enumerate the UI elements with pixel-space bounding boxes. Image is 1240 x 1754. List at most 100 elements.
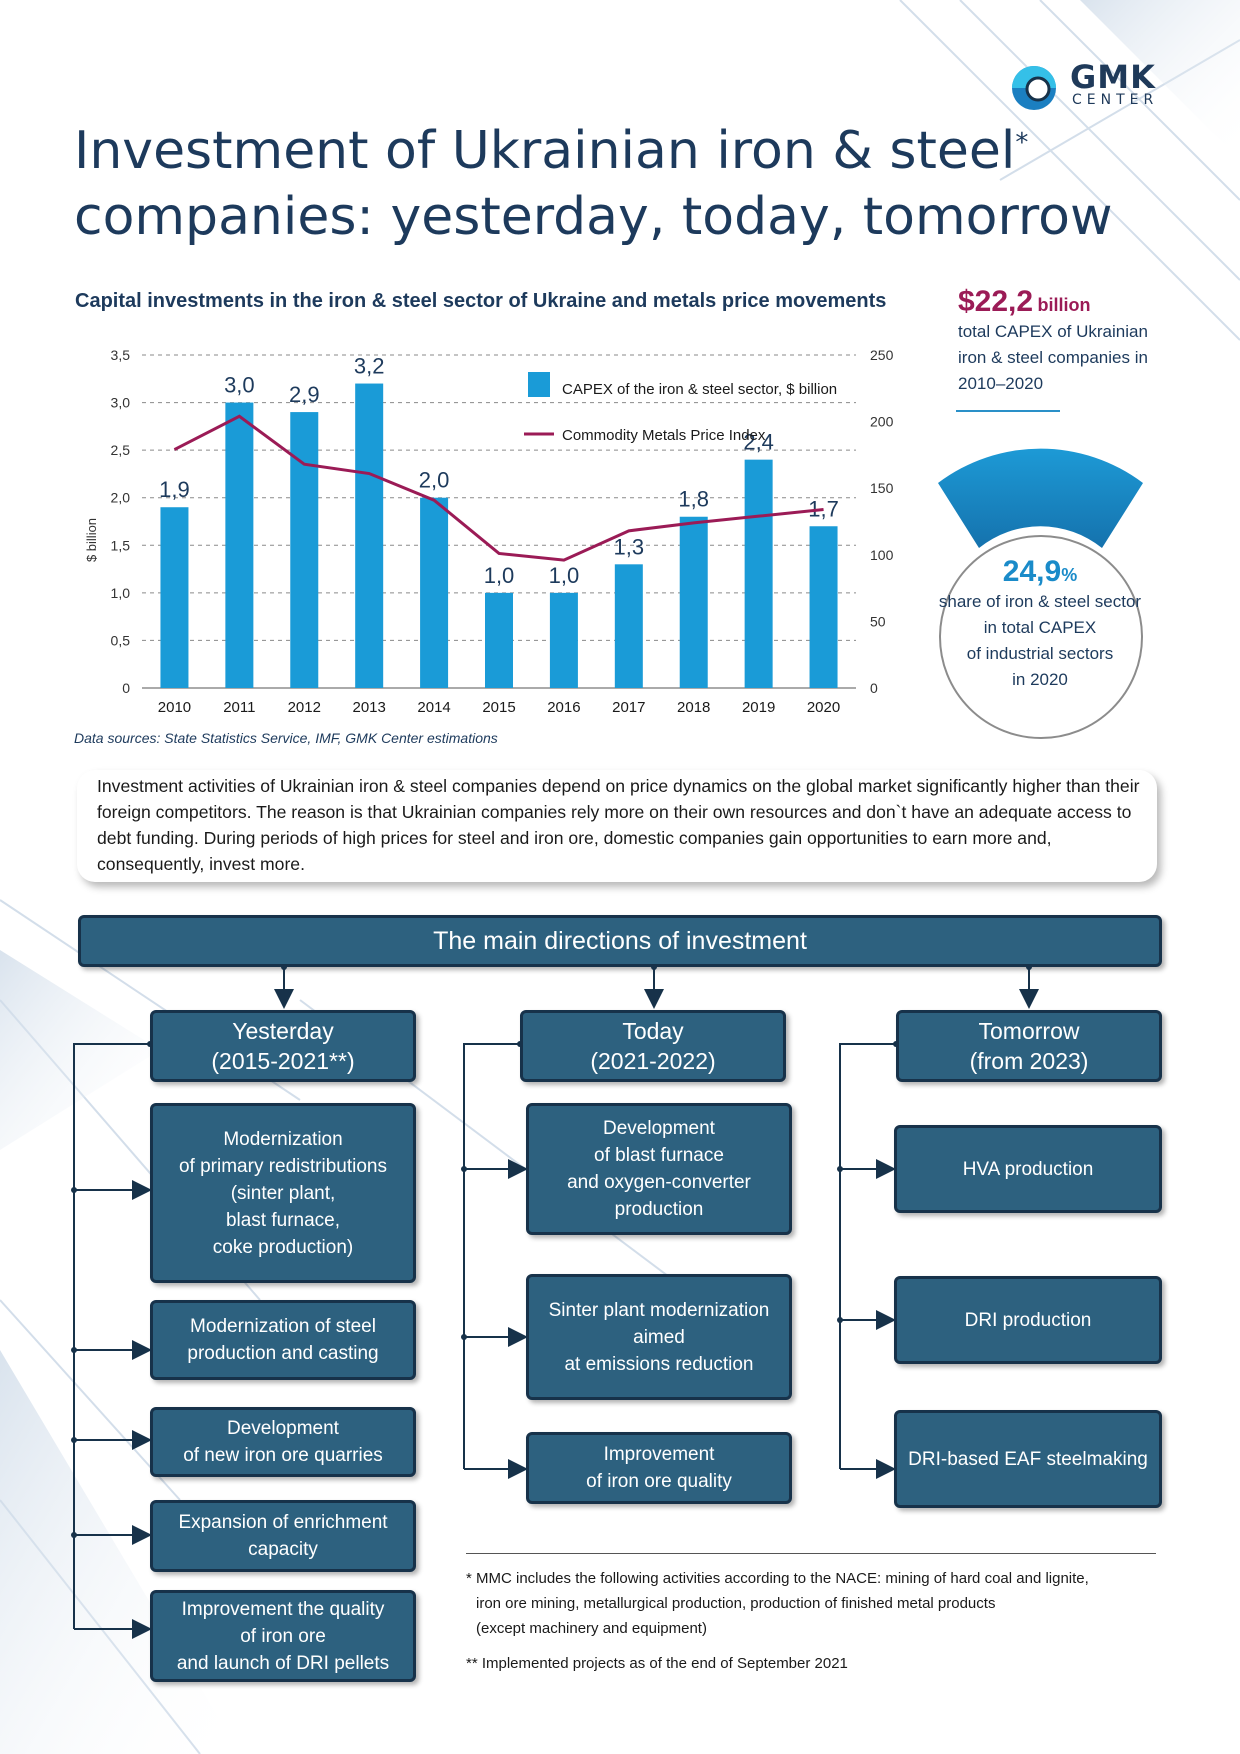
today-item-sinter-plant: Sinter plant modernization aimed at emissi… [526,1274,792,1400]
bar [744,459,773,688]
ti2-l1: Sinter plant modernization [548,1299,770,1321]
y-tick-label: 0 [122,680,130,696]
capex-total-callout: $22,2 billion total CAPEX of Ukrainian i… [958,285,1158,397]
y-tick-label: 3,5 [111,347,131,363]
logo-name: GMK [1070,58,1156,96]
footnotes: * MMC includes the following activities … [466,1553,1156,1676]
share-desc-1: share of iron & steel sector [938,592,1142,611]
footnote-1-l3: (except machinery and equipment) [476,1620,707,1637]
y2-tick-label: 50 [870,613,886,629]
y-tick-label: 0,5 [111,632,131,648]
y2-tick-label: 200 [870,414,894,430]
yi1-l2: of primary redistributions [178,1155,388,1177]
tomorrow-head: Tomorrow (from 2023) [896,1010,1162,1082]
yesterday-item-enrichment-capacity: Expansion of enrichment capacity [150,1500,416,1572]
title-marker: * [1015,128,1029,158]
x-tick-label: 2013 [352,699,385,716]
x-tick-label: 2015 [482,699,515,716]
tomorrow-item-hva: HVA production [894,1125,1162,1213]
bar-value-label: 2,0 [419,468,450,493]
footnote-2: ** Implemented projects as of the end of… [466,1655,848,1672]
yesterday-item-primary-redistributions: Modernization of primary redistributions (… [150,1103,416,1283]
tomorrow-item-dri: DRI production [894,1276,1162,1364]
yesterday-item-steel-production: Modernization of steel production and cas… [150,1300,416,1380]
bar [485,592,513,688]
yi1-l1: Modernization [223,1128,343,1150]
bar [679,516,708,688]
chart-title: Capital investments in the iron & steel … [75,290,887,312]
x-tick-label: 2018 [677,699,710,716]
x-tick-label: 2017 [612,699,645,716]
mi1-l1: HVA production [962,1158,1094,1180]
yi2-l2: production and casting [187,1343,379,1364]
yi1-l4: blast furnace, [225,1209,341,1231]
y-tick-label: 1,0 [111,585,131,601]
mi3-l1: DRI-based EAF steelmaking [908,1448,1148,1470]
bar-value-label: 3,0 [224,373,255,398]
data-source: Data sources: State Statistics Service, … [74,730,498,746]
yi5-l2: of iron ore [240,1625,326,1647]
bar-value-label: 1,9 [159,477,190,502]
y2-tick-label: 150 [870,480,894,496]
tomorrow-head-l2: (from 2023) [969,1048,1089,1074]
bar-value-label: 1,8 [678,487,709,512]
footnote-1-l1: * MMC includes the following activities … [466,1570,1089,1587]
logo-sub: CENTER [1072,92,1159,108]
ti1-l3: and oxygen-converter [567,1172,751,1193]
ti1-l4: production [614,1199,704,1220]
legend-label-index: Commodity Metals Price Index [562,427,766,444]
tomorrow-head-l1: Tomorrow [978,1018,1080,1044]
capex-total-unit: billion [1037,295,1091,315]
today-head: Today (2021-2022) [520,1010,786,1082]
x-tick-label: 2010 [158,699,191,716]
mi2-l1: DRI production [964,1309,1092,1331]
yesterday-head-l2: (2015-2021**) [211,1048,355,1074]
yesterday-item-dri-pellets: Improvement the quality of iron ore and la… [150,1590,416,1682]
directions-title: The main directions of investment [78,915,1162,967]
ti1-l2: of blast furnace [594,1145,724,1166]
bar [160,507,189,688]
bar-value-label: 3,2 [354,354,385,379]
bar-value-label: 2,9 [289,382,320,407]
ti3-l1: Improvement [603,1444,715,1465]
today-head-l2: (2021-2022) [590,1048,716,1074]
y2-tick-label: 100 [870,547,894,563]
legend-label-capex: CAPEX of the iron & steel sector, $ bill… [562,381,837,398]
bar [420,497,449,688]
share-value: 24,9 [1002,555,1062,588]
ti2-l3: at emissions reduction [564,1353,754,1375]
yi4-l1: Expansion of enrichment [178,1512,388,1533]
today-item-iron-ore-quality: Improvement of iron ore quality [526,1432,792,1504]
y-axis-label: $ billion [84,518,99,562]
x-tick-label: 2019 [742,699,775,716]
share-desc-3: of industrial sectors [966,644,1114,663]
bar-value-label: 1,0 [549,563,580,588]
gmk-logo-icon [1012,66,1056,110]
bar [225,402,254,688]
yi5-l1: Improvement the quality [181,1598,385,1620]
share-circle [939,535,1143,739]
page-title: Investment of Ukrainian iron & steel* co… [74,118,1154,250]
yi1-l3: (sinter plant, [230,1182,336,1204]
y-tick-label: 1,5 [111,537,131,553]
today-item-blast-furnace: Development of blast furnace and oxygen-co… [526,1103,792,1235]
yesterday-head-l1: Yesterday [232,1018,334,1044]
footnote-1-l2: iron ore mining, metallurgical productio… [476,1595,996,1612]
bar [614,564,643,688]
share-desc-4: in 2020 [1012,670,1068,689]
y-tick-label: 2,5 [111,442,131,458]
x-tick-label: 2011 [223,699,255,716]
y2-tick-label: 250 [870,347,894,363]
gmk-logo: GMK CENTER [1008,58,1168,114]
bar [549,592,578,688]
tomorrow-item-eaf: DRI-based EAF steelmaking [894,1410,1162,1508]
title-line-2: companies: yesterday, today, tomorrow [74,187,1113,247]
bar-value-label: 1,7 [808,496,839,521]
bar [809,526,838,688]
bar-value-label: 1,0 [484,563,515,588]
capex-chart: 0 0,5 1,0 1,5 2,0 2,5 3,0 3,5 0 50 100 150 200 250 $ b… [84,347,894,716]
yi2-l1: Modernization of steel [190,1316,376,1337]
share-fan-graphic [938,448,1143,548]
share-callout: 24,9% share of iron & steel sector in to… [930,555,1150,693]
capex-divider [956,410,1060,412]
